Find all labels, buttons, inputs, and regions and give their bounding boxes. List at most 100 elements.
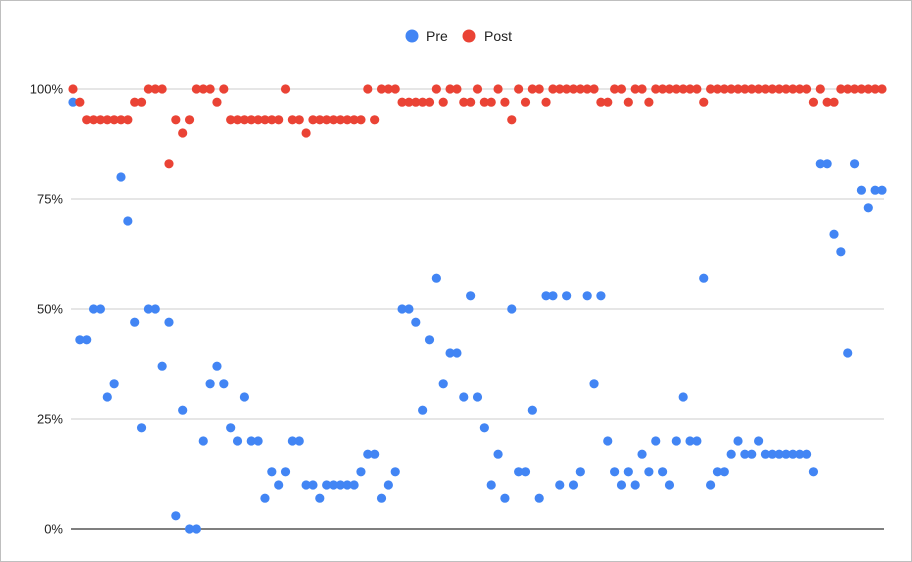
pre-data-point [376,493,387,503]
post-data-point [315,115,325,125]
pre-data-point [801,449,812,459]
pre-data-point [205,379,215,389]
post-data-point [582,84,592,94]
post-data-point [404,97,414,107]
pre-data-point [603,436,613,446]
pre-data-point [541,291,551,301]
legend[interactable]: Pre Post [405,28,513,44]
pre-data-point [760,449,771,459]
pre-data-point [575,467,585,477]
post-data-point [335,115,345,125]
post-data-point [116,115,126,125]
post-data-point [856,84,867,94]
post-data-point [363,84,373,94]
pre-data-point [829,229,839,239]
post-data-point [616,84,627,94]
pre-data-point [75,335,85,345]
pre-data-point [582,291,592,301]
post-data-point [733,84,743,94]
post-data-point [68,84,78,94]
series-post [68,84,887,169]
post-data-point [589,84,599,94]
y-tick-label: 50% [37,302,63,317]
legend-item-pre[interactable]: Pre [405,28,449,44]
post-data-point [575,84,585,94]
post-data-point [740,84,750,94]
pre-data-point [836,247,846,257]
pre-data-point [452,348,462,358]
pre-data-point [308,480,318,490]
pre-data-point [328,480,339,490]
post-data-point [370,115,380,125]
pre-data-point [239,392,249,402]
pre-data-point [130,317,140,327]
pre-data-point [740,449,750,459]
pre-data-point [747,449,757,459]
post-data-point [514,84,524,94]
pre-data-point [315,493,325,503]
pre-data-point [815,159,825,169]
post-data-point [692,84,702,94]
pre-data-point [212,361,222,371]
post-data-point [712,84,723,94]
pre-data-point [507,304,517,314]
post-data-point [706,84,716,94]
pre-data-point [562,291,572,301]
pre-data-point [143,304,154,314]
legend-label: Post [484,28,512,44]
post-data-point [562,84,572,94]
pre-data-point [363,449,373,459]
post-data-point [555,84,565,94]
pre-data-point [287,436,297,446]
post-data-point [630,84,640,94]
legend-item-post[interactable]: Post [462,28,513,44]
post-data-point [150,84,160,94]
pre-data-point [164,317,174,327]
pre-data-point [294,436,304,446]
pre-data-point [397,304,407,314]
post-data-point [418,97,428,107]
pre-data-point [699,273,709,283]
post-data-point [644,97,654,107]
pre-data-point [370,449,380,459]
pre-data-point [404,304,414,314]
post-data-point [815,84,825,94]
post-data-point [472,84,483,94]
post-data-point [390,84,400,94]
post-data-point [849,84,860,94]
pre-data-point [685,436,695,446]
post-data-point [863,84,873,94]
pre-data-point [788,449,798,459]
pre-data-point [136,423,147,433]
post-data-point [294,115,304,125]
post-data-point [287,115,297,125]
post-data-point [136,97,147,107]
pre-data-point [753,436,764,446]
post-data-point [322,115,332,125]
pre-data-point [411,317,421,327]
pre-data-point [664,480,675,490]
pre-data-point [623,467,633,477]
pre-data-point [712,467,723,477]
pre-data-point [267,467,277,477]
pre-data-point [589,379,599,389]
pre-data-point [630,480,640,490]
post-data-point [623,97,633,107]
post-data-point [164,159,174,169]
post-data-point [877,84,887,94]
pre-data-point [88,304,99,314]
pre-data-point [568,480,579,490]
post-data-point [123,115,133,125]
pre-data-point [781,449,791,459]
pre-data-point [171,511,181,521]
post-data-point [267,115,277,125]
pre-data-point [82,335,92,345]
post-data-point [699,97,709,107]
post-data-point [843,84,853,94]
post-data-point [527,84,537,94]
post-data-point [424,97,435,107]
pre-data-point [424,335,435,345]
post-data-point [520,97,531,107]
post-data-point [788,84,798,94]
